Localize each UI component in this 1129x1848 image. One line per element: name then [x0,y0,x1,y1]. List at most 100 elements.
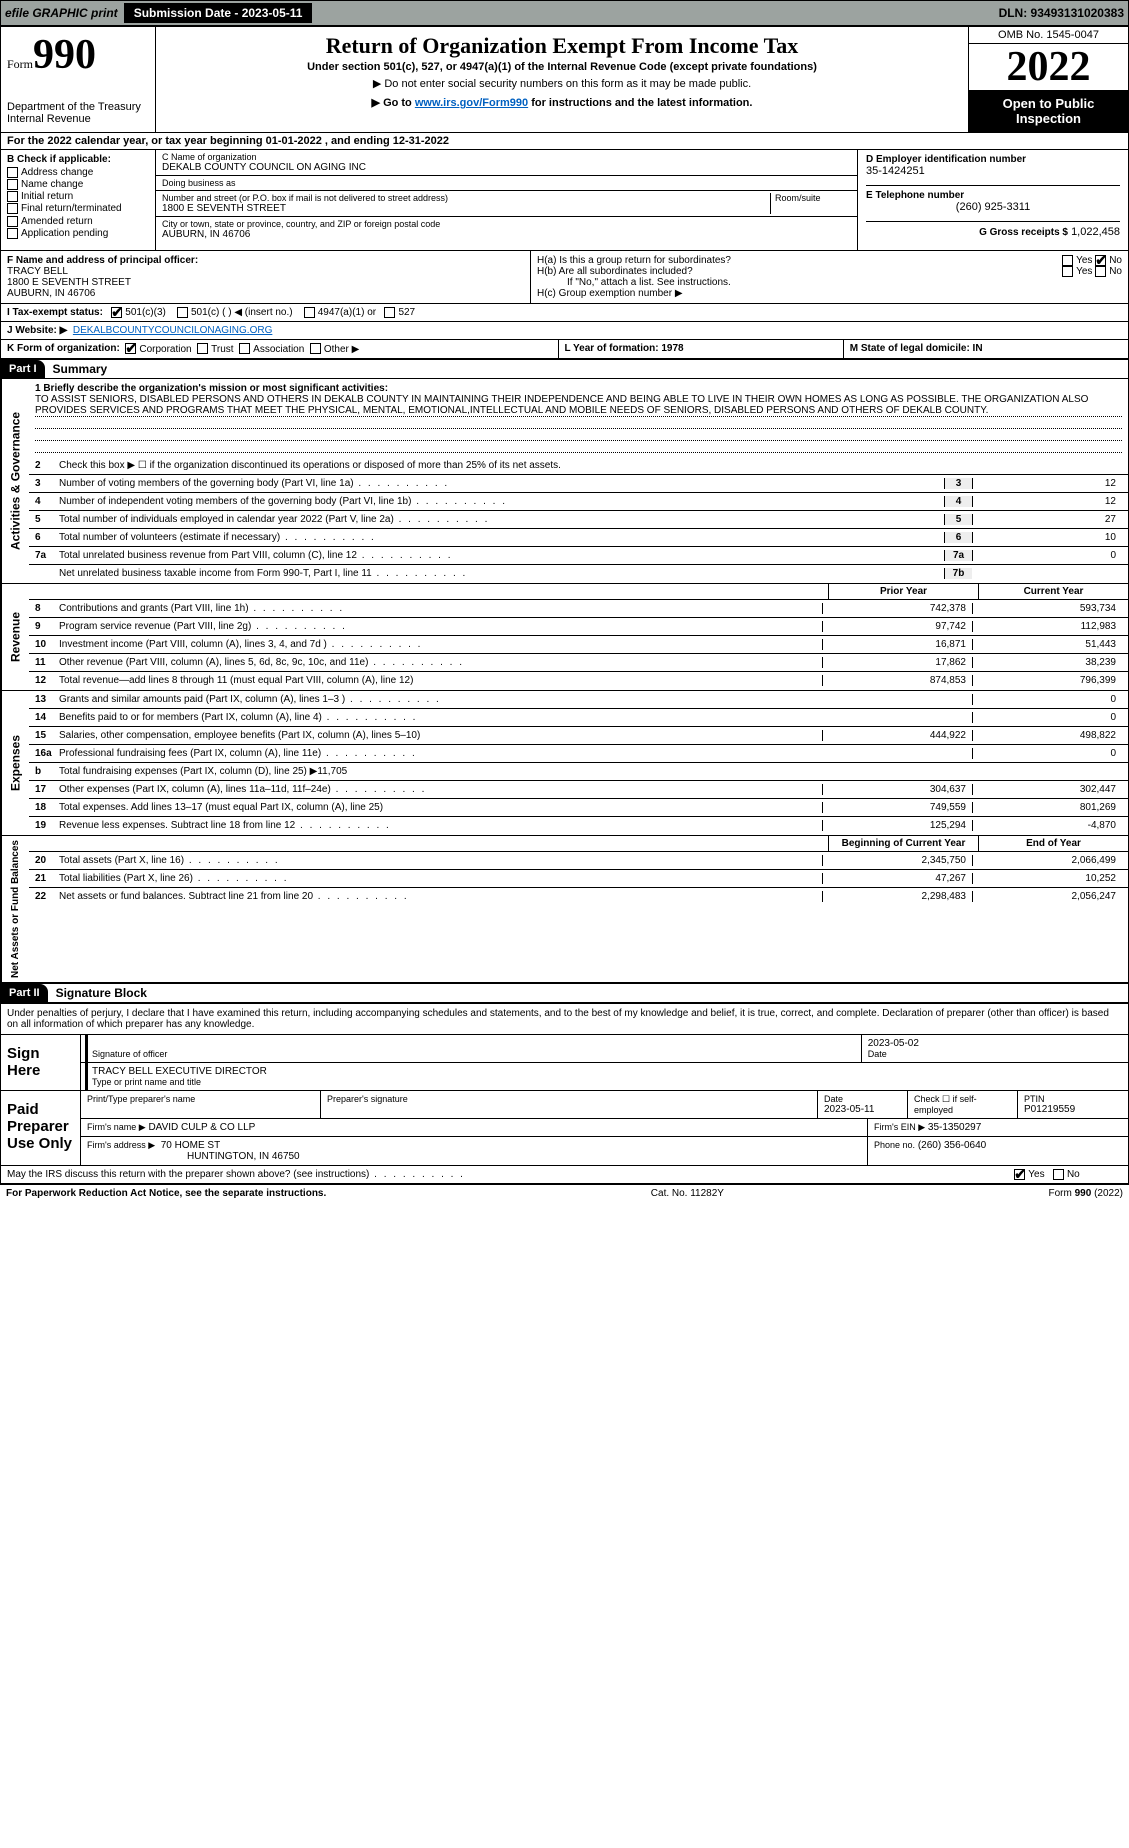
line15-text: Salaries, other compensation, employee b… [59,730,822,741]
cb-4947[interactable]: 4947(a)(1) or [304,307,376,318]
period-text: For the 2022 calendar year, or tax year … [7,135,449,147]
netassets-side-label: Net Assets or Fund Balances [1,836,29,982]
officer-name-title: TRACY BELL EXECUTIVE DIRECTOR [92,1066,1122,1077]
hb-yes[interactable]: Yes [1062,266,1092,277]
website-link[interactable]: DEKALBCOUNTYCOUNCILONAGING.ORG [73,325,272,336]
line18-curr: 801,269 [972,802,1122,813]
line3-val: 12 [972,478,1122,489]
ein-label: D Employer identification number [866,154,1120,165]
header-center: Return of Organization Exempt From Incom… [156,27,968,132]
line21-curr: 10,252 [972,873,1122,884]
tax-year: 2022 [969,44,1128,90]
line10-text: Investment income (Part VIII, column (A)… [59,639,822,650]
dept-label: Department of the Treasury Internal Reve… [7,101,149,125]
line17-curr: 302,447 [972,784,1122,795]
cb-trust[interactable]: Trust [197,344,233,355]
line20-curr: 2,066,499 [972,855,1122,866]
cb-501c[interactable]: 501(c) ( ) ◀ (insert no.) [177,307,293,318]
line13-curr: 0 [972,694,1122,705]
cb-final-return[interactable]: Final return/terminated [7,203,149,214]
officer-name: TRACY BELL [7,266,524,277]
expenses-side-label: Expenses [1,691,29,835]
submission-date-button[interactable]: Submission Date - 2023-05-11 [124,3,313,23]
form-number: 990 [33,32,96,78]
cb-address-change[interactable]: Address change [7,167,149,178]
part1-badge: Part I [1,360,45,378]
row-j-website: J Website: ▶ DEKALBCOUNTYCOUNCILONAGING.… [0,322,1129,340]
form-subtitle-2: ▶ Do not enter social security numbers o… [164,77,960,90]
firm-addr2: HUNTINGTON, IN 46750 [87,1151,300,1162]
street-label: Number and street (or P.O. box if mail i… [162,193,766,203]
line12-prior: 874,853 [822,675,972,686]
line3-text: Number of voting members of the governin… [59,478,944,489]
org-name: DEKALB COUNTY COUNCIL ON AGING INC [162,162,851,173]
gross-label: G Gross receipts $ [979,227,1068,238]
current-year-hdr: Current Year [978,584,1128,599]
col-b-checkboxes: B Check if applicable: Address change Na… [1,150,156,250]
gross-value: 1,022,458 [1071,226,1120,238]
page-footer: For Paperwork Reduction Act Notice, see … [0,1184,1129,1202]
discuss-no[interactable]: No [1053,1169,1080,1180]
cb-application-pending[interactable]: Application pending [7,228,149,239]
governance-side-label: Activities & Governance [1,379,29,583]
line15-curr: 498,822 [972,730,1122,741]
line11-prior: 17,862 [822,657,972,668]
prep-name-label: Print/Type preparer's name [87,1094,314,1104]
revenue-block: Revenue Prior YearCurrent Year 8Contribu… [0,584,1129,691]
beginning-year-hdr: Beginning of Current Year [828,836,978,851]
topbar: efile GRAPHIC print Submission Date - 20… [0,0,1129,26]
cb-name-change[interactable]: Name change [7,179,149,190]
form-subtitle-3: ▶ Go to www.irs.gov/Form990 for instruct… [164,96,960,109]
line8-prior: 742,378 [822,603,972,614]
line7a-text: Total unrelated business revenue from Pa… [59,550,944,561]
line5-text: Total number of individuals employed in … [59,514,944,525]
firm-ein: 35-1350297 [928,1122,981,1133]
line17-prior: 304,637 [822,784,972,795]
col-c-org: C Name of organization DEKALB COUNTY COU… [156,150,858,250]
line6-text: Total number of volunteers (estimate if … [59,532,944,543]
line8-curr: 593,734 [972,603,1122,614]
line4-text: Number of independent voting members of … [59,496,944,507]
end-year-hdr: End of Year [978,836,1128,851]
cb-other[interactable]: Other ▶ [310,344,359,355]
cb-501c3[interactable]: 501(c)(3) [111,307,166,318]
cb-assoc[interactable]: Association [239,344,304,355]
col-f-officer: F Name and address of principal officer:… [1,251,531,303]
col-h-group: H(a) Is this a group return for subordin… [531,251,1128,303]
line14-text: Benefits paid to or for members (Part IX… [59,712,822,723]
cb-initial-return[interactable]: Initial return [7,191,149,202]
line11-text: Other revenue (Part VIII, column (A), li… [59,657,822,668]
firm-name-label: Firm's name ▶ [87,1122,146,1132]
mission-block: 1 Briefly describe the organization's mi… [29,379,1128,457]
col-d-ids: D Employer identification number 35-1424… [858,150,1128,250]
cb-amended-return[interactable]: Amended return [7,216,149,227]
prep-sig-label: Preparer's signature [327,1094,811,1104]
discuss-yes[interactable]: Yes [1014,1169,1044,1180]
street-value: 1800 E SEVENTH STREET [162,203,766,214]
hb-no[interactable]: No [1095,266,1122,277]
cb-527[interactable]: 527 [384,307,415,318]
name-title-label: Type or print name and title [92,1077,1122,1087]
ha-yes[interactable]: Yes [1062,255,1092,266]
line17-text: Other expenses (Part IX, column (A), lin… [59,784,822,795]
governance-block: Activities & Governance 1 Briefly descri… [0,379,1129,584]
line19-prior: 125,294 [822,820,972,831]
line10-prior: 16,871 [822,639,972,650]
line21-text: Total liabilities (Part X, line 26) [59,873,822,884]
discuss-text: May the IRS discuss this return with the… [7,1169,972,1180]
ha-no[interactable]: No [1095,255,1122,266]
line9-prior: 97,742 [822,621,972,632]
cb-corp[interactable]: Corporation [125,344,191,355]
row-m-state: M State of legal domicile: IN [844,340,1128,357]
col-b-header: B Check if applicable: [7,154,149,165]
line18-text: Total expenses. Add lines 13–17 (must eq… [59,802,822,813]
line10-curr: 51,443 [972,639,1122,650]
line21-prior: 47,267 [822,873,972,884]
irs-link[interactable]: www.irs.gov/Form990 [415,97,528,109]
prep-date: 2023-05-11 [824,1104,901,1115]
sig-intro: Under penalties of perjury, I declare th… [1,1004,1128,1035]
line7a-val: 0 [972,550,1122,561]
self-employed-cb[interactable]: Check ☐ if self-employed [914,1094,1011,1115]
dba-label: Doing business as [162,178,851,188]
header-block: Form990 Department of the Treasury Inter… [0,26,1129,133]
